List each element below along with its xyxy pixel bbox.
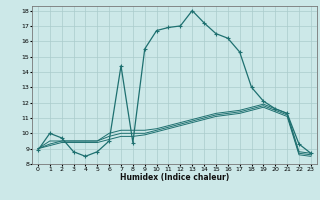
X-axis label: Humidex (Indice chaleur): Humidex (Indice chaleur) — [120, 173, 229, 182]
